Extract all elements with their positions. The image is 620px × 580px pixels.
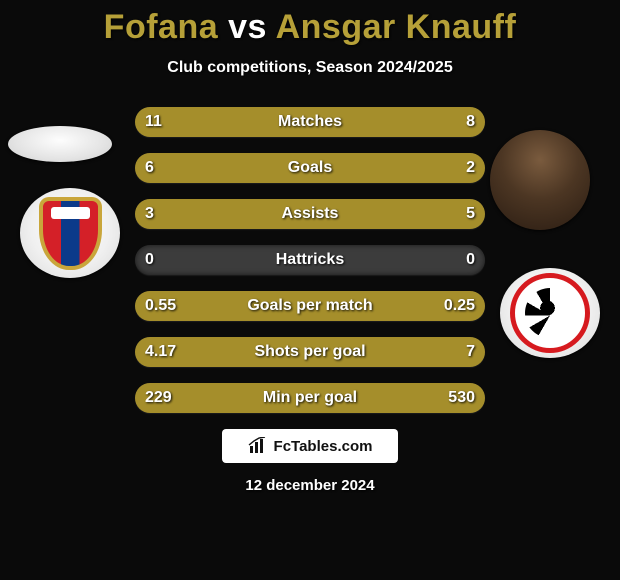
stat-row: Min per goal 229 530 [135, 383, 485, 413]
stat-row: Assists 3 5 [135, 199, 485, 229]
stat-bar-right [268, 199, 485, 229]
stat-label: Hattricks [135, 245, 485, 275]
stat-bar-left [135, 383, 240, 413]
stat-bar-left [135, 291, 376, 321]
stat-row: Matches 11 8 [135, 107, 485, 137]
brand-chip[interactable]: FcTables.com [222, 429, 398, 463]
stat-bar-left [135, 153, 398, 183]
stat-bar-left [135, 337, 265, 367]
brand-text: FcTables.com [274, 438, 373, 455]
stat-bar-right [397, 153, 485, 183]
footer-date: 12 december 2024 [0, 477, 620, 494]
stat-value-left: 0 [135, 245, 164, 275]
stat-bar-right [376, 291, 485, 321]
stat-row: Goals per match 0.55 0.25 [135, 291, 485, 321]
stat-bars: Matches 11 8 Goals 6 2 Assists 3 5 Hattr… [0, 107, 620, 413]
player2-name: Ansgar Knauff [276, 8, 517, 46]
player1-name: Fofana [104, 8, 218, 46]
stat-value-right: 0 [456, 245, 485, 275]
stat-bar-left [135, 107, 338, 137]
stat-row: Shots per goal 4.17 7 [135, 337, 485, 367]
stat-bar-left [135, 199, 268, 229]
comparison-title: Fofana vs Ansgar Knauff [0, 8, 620, 47]
stat-row: Goals 6 2 [135, 153, 485, 183]
stat-bar-right [240, 383, 485, 413]
vs-text: vs [228, 8, 267, 46]
stat-bar-right [264, 337, 485, 367]
stat-row: Hattricks 0 0 [135, 245, 485, 275]
stat-bar-right [338, 107, 485, 137]
brand-chart-icon [248, 437, 266, 455]
subtitle: Club competitions, Season 2024/2025 [0, 59, 620, 77]
